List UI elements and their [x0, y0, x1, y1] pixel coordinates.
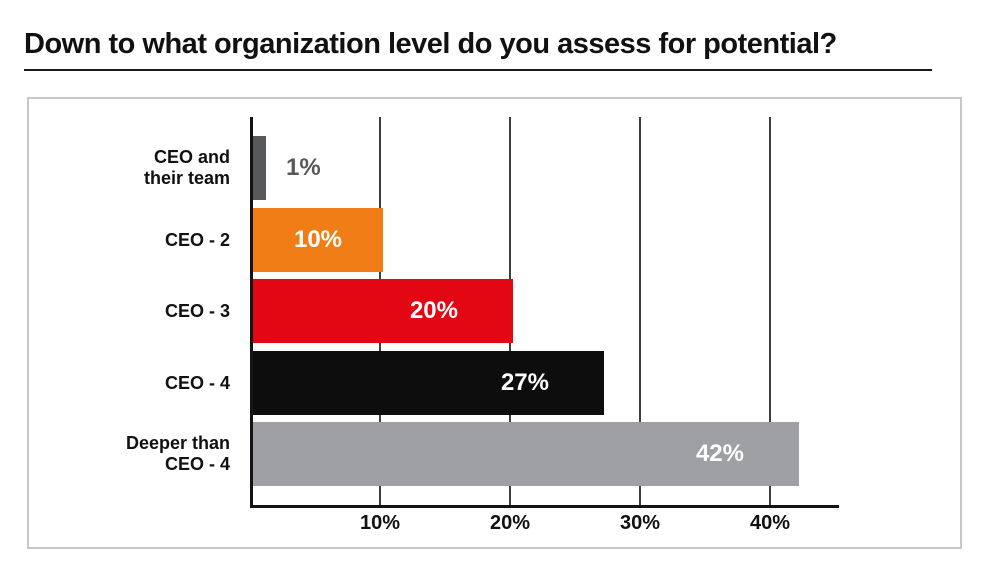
y-axis-line [250, 117, 253, 508]
title-underline [24, 69, 932, 71]
bar-value-label: 1% [286, 154, 321, 181]
bar-value-label: 42% [695, 440, 744, 467]
bar-CEO and their team [253, 136, 266, 200]
x-tick-label-20%: 20% [489, 512, 531, 534]
category-label-Deeper than CEO - 4: Deeper than CEO - 4 [29, 422, 230, 486]
category-label-line: CEO - 3 [164, 300, 230, 321]
bar-CEO - 4: 27% [253, 351, 604, 415]
bar-value-label: 10% [293, 226, 343, 253]
x-tick-label-40%: 40% [749, 512, 791, 534]
category-label-CEO - 4: CEO - 4 [29, 351, 230, 415]
category-label-line: their team [143, 168, 230, 188]
category-label-CEO - 2: CEO - 2 [29, 208, 230, 272]
gridline-30% [639, 117, 641, 505]
gridline-40% [769, 117, 771, 505]
bar-value-label: 27% [500, 369, 549, 396]
bar-Deeper than CEO - 4: 42% [253, 422, 799, 486]
category-label-line: CEO and [153, 147, 230, 167]
x-tick-label-30%: 30% [619, 512, 661, 534]
chart-frame: 1% CEO and their team 10% CEO - 2 20% CEO - 3 2… [27, 97, 962, 549]
bar-CEO - 3: 20% [253, 279, 513, 343]
category-label-CEO - 3: CEO - 3 [29, 279, 230, 343]
x-tick-label-10%: 10% [359, 512, 401, 534]
bar-value-label: 20% [409, 297, 458, 324]
bar-CEO - 2: 10% [253, 208, 383, 272]
category-label-line: CEO - 4 [164, 372, 230, 393]
x-axis-line [250, 505, 839, 508]
category-label-line: CEO - 4 [164, 454, 230, 474]
category-label-CEO and their team: CEO and their team [29, 136, 230, 200]
page-title: Down to what organization level do you a… [24, 28, 837, 60]
category-label-line: CEO - 2 [164, 229, 230, 250]
bar-chart-plot: 1% CEO and their team 10% CEO - 2 20% CEO - 3 2… [29, 99, 960, 547]
category-label-line: Deeper than [125, 433, 230, 453]
